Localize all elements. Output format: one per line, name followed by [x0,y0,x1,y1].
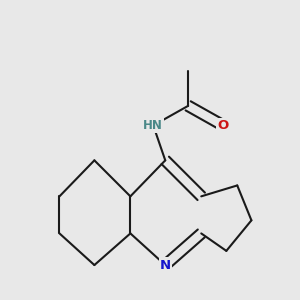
Text: O: O [218,119,229,132]
Text: HN: HN [143,119,163,132]
Text: N: N [160,259,171,272]
